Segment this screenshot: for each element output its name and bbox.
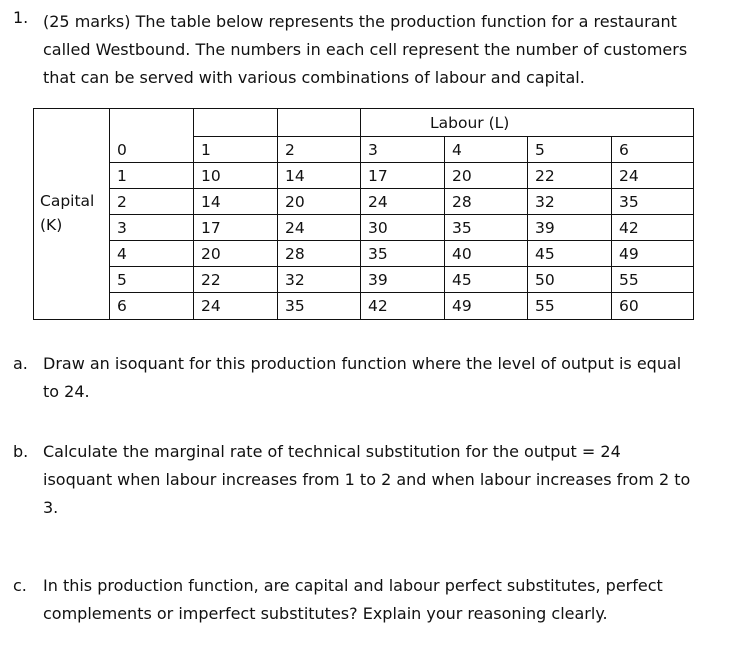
capital-label-unit: (K) (40, 216, 63, 234)
intro-line: that can be served with various combinat… (43, 68, 585, 87)
capital-header-cell: 0 (117, 141, 127, 159)
part-a-text: Draw an isoquant for this production fun… (43, 350, 738, 406)
part-a-line: Draw an isoquant for this production fun… (43, 354, 682, 373)
production-table: Labour (L) Capital (K) 0 1 2 3 4 5 6 1 10 14 17 20 2… (33, 108, 694, 320)
labour-header-cell: 2 (285, 141, 295, 159)
capital-level-cell: 6 (117, 297, 127, 315)
labour-header: Labour (L) (430, 114, 510, 132)
output-cell: 39 (368, 271, 388, 289)
capital-level-cell: 2 (117, 193, 127, 211)
output-cell: 30 (368, 219, 388, 237)
output-cell: 50 (535, 271, 555, 289)
output-cell: 14 (285, 167, 305, 185)
output-cell: 17 (201, 219, 221, 237)
question-number: 1. (13, 8, 29, 27)
output-cell: 22 (535, 167, 555, 185)
capital-level-cell: 4 (117, 245, 127, 263)
output-cell: 17 (368, 167, 388, 185)
output-cell: 20 (452, 167, 472, 185)
capital-label: Capital (40, 192, 95, 210)
part-b-label: b. (13, 442, 29, 461)
output-cell: 45 (535, 245, 555, 263)
part-b-text: Calculate the marginal rate of technical… (43, 438, 738, 522)
part-c-line: In this production function, are capital… (43, 576, 663, 595)
output-cell: 32 (285, 271, 305, 289)
output-cell: 24 (201, 297, 221, 315)
capital-level-cell: 1 (117, 167, 127, 185)
output-cell: 42 (619, 219, 639, 237)
part-b-line: 3. (43, 498, 59, 517)
intro-line: (25 marks) The table below represents th… (43, 12, 677, 31)
output-cell: 28 (452, 193, 472, 211)
labour-header-cell: 5 (535, 141, 545, 159)
capital-level-cell: 3 (117, 219, 127, 237)
output-cell: 20 (285, 193, 305, 211)
labour-header-cell: 3 (368, 141, 378, 159)
part-a-line: to 24. (43, 382, 90, 401)
output-cell: 20 (201, 245, 221, 263)
output-cell: 28 (285, 245, 305, 263)
output-cell: 55 (619, 271, 639, 289)
output-cell: 24 (619, 167, 639, 185)
output-cell: 42 (368, 297, 388, 315)
labour-header-cell: 6 (619, 141, 629, 159)
output-cell: 40 (452, 245, 472, 263)
part-c-line: complements or imperfect substitutes? Ex… (43, 604, 608, 623)
output-cell: 22 (201, 271, 221, 289)
output-cell: 45 (452, 271, 472, 289)
part-b-line: isoquant when labour increases from 1 to… (43, 470, 691, 489)
output-cell: 35 (619, 193, 639, 211)
part-b-line: Calculate the marginal rate of technical… (43, 442, 621, 461)
output-cell: 32 (535, 193, 555, 211)
labour-header-cell: 4 (452, 141, 462, 159)
output-cell: 55 (535, 297, 555, 315)
output-cell: 49 (619, 245, 639, 263)
question-intro: (25 marks) The table below represents th… (43, 8, 738, 92)
output-cell: 24 (285, 219, 305, 237)
output-cell: 10 (201, 167, 221, 185)
output-cell: 35 (452, 219, 472, 237)
intro-line: called Westbound. The numbers in each ce… (43, 40, 688, 59)
part-c-label: c. (13, 576, 27, 595)
output-cell: 60 (619, 297, 639, 315)
output-cell: 35 (285, 297, 305, 315)
output-cell: 49 (452, 297, 472, 315)
part-a-label: a. (13, 354, 28, 373)
output-cell: 35 (368, 245, 388, 263)
capital-level-cell: 5 (117, 271, 127, 289)
labour-header-cell: 1 (201, 141, 211, 159)
output-cell: 24 (368, 193, 388, 211)
output-cell: 14 (201, 193, 221, 211)
output-cell: 39 (535, 219, 555, 237)
part-c-text: In this production function, are capital… (43, 572, 738, 628)
